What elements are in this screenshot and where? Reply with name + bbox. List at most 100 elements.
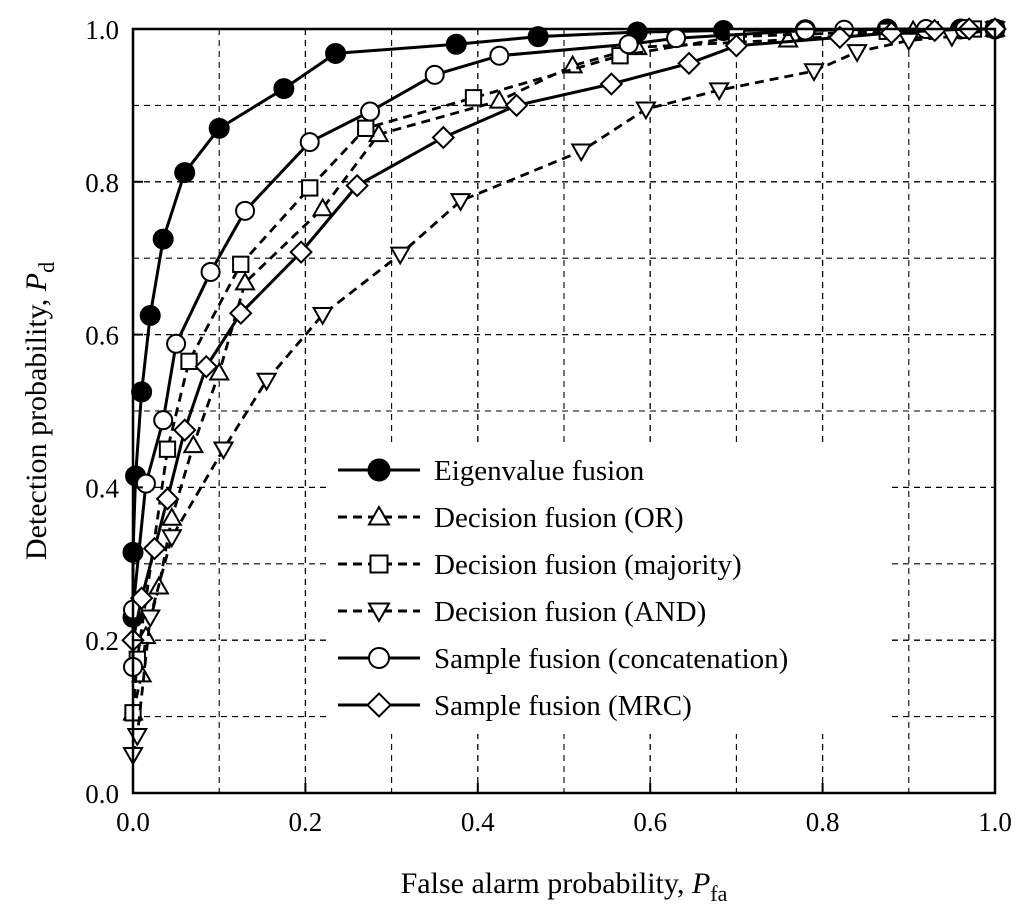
data-point <box>724 34 749 58</box>
series-line <box>131 27 996 714</box>
data-point <box>235 200 256 221</box>
data-point <box>449 193 472 212</box>
data-point <box>194 354 219 379</box>
legend-item: Sample fusion (concatenation) <box>338 643 788 675</box>
legend-label: Decision fusion (OR) <box>434 502 684 534</box>
data-point <box>153 410 174 431</box>
data-point <box>570 143 592 163</box>
legend: Eigenvalue fusion Decision fusion (OR) Dec… <box>338 455 788 722</box>
data-point <box>174 162 196 184</box>
data-point <box>129 586 154 610</box>
grid <box>133 29 995 793</box>
data-point <box>828 25 852 50</box>
data-point <box>289 240 313 264</box>
legend-item: Sample fusion (MRC) <box>338 690 692 722</box>
data-point <box>152 228 174 250</box>
legend-label: Sample fusion (concatenation) <box>434 643 788 675</box>
legend-marker <box>369 554 389 574</box>
legend-marker <box>367 458 391 482</box>
data-point <box>599 72 624 96</box>
data-point <box>389 246 411 266</box>
data-point <box>135 473 156 494</box>
data-point <box>273 78 295 100</box>
series-line <box>131 27 996 756</box>
data-point <box>424 64 445 85</box>
data-point <box>708 82 730 102</box>
x-axis-title: False alarm probability, Pfa <box>401 867 728 906</box>
data-point <box>180 352 198 370</box>
data-point <box>527 26 549 48</box>
data-point <box>139 609 161 629</box>
y-tick-label: 0.0 <box>85 779 119 809</box>
x-tick-label: 0.8 <box>806 807 840 837</box>
data-point <box>922 18 947 43</box>
data-point <box>255 372 278 392</box>
data-point <box>311 306 334 326</box>
legend-label: Sample fusion (MRC) <box>434 690 692 722</box>
series-5 <box>121 17 1007 652</box>
data-point <box>131 381 153 403</box>
data-point <box>208 361 230 381</box>
legend-background <box>330 442 890 734</box>
data-point <box>299 132 320 153</box>
data-point <box>666 28 687 49</box>
data-point <box>166 333 187 354</box>
data-point <box>301 179 319 197</box>
x-tick-label: 0.2 <box>289 807 323 837</box>
legend-item: Decision fusion (majority) <box>338 549 742 581</box>
data-point <box>504 93 529 118</box>
legend-label: Eigenvalue fusion <box>434 455 645 487</box>
data-point <box>488 89 511 109</box>
data-point <box>158 440 177 458</box>
data-point <box>846 44 868 63</box>
legend-marker <box>368 647 390 669</box>
data-point <box>445 33 467 55</box>
x-tick-label: 0.4 <box>461 807 495 837</box>
y-tick-label: 0.2 <box>85 626 119 656</box>
data-point <box>212 441 235 461</box>
data-point <box>161 529 183 549</box>
legend-marker <box>367 504 391 526</box>
data-point <box>182 434 205 454</box>
data-point <box>325 42 347 64</box>
x-tick-label: 0.0 <box>116 807 150 837</box>
data-point <box>232 255 250 273</box>
data-point <box>126 727 149 747</box>
data-point <box>357 119 375 137</box>
data-point <box>311 197 334 217</box>
x-tick-label: 1.0 <box>978 807 1012 837</box>
data-point <box>155 487 180 511</box>
legend-label: Decision fusion (AND) <box>434 596 706 628</box>
data-point <box>161 506 183 526</box>
data-point <box>228 301 253 325</box>
y-tick-label: 0.4 <box>85 473 119 503</box>
legend-label: Decision fusion (majority) <box>434 549 742 581</box>
data-point <box>234 271 256 291</box>
legend-item: Decision fusion (AND) <box>338 596 706 628</box>
data-point <box>142 536 167 561</box>
data-point <box>345 173 369 198</box>
data-point <box>677 51 701 76</box>
data-point <box>200 261 221 282</box>
plot-frame <box>131 27 997 795</box>
data-point <box>898 32 920 52</box>
legend-item: Eigenvalue fusion <box>338 455 645 487</box>
data-point <box>489 45 510 66</box>
y-tick-label: 0.6 <box>85 321 119 351</box>
x-tick-label: 0.6 <box>633 807 667 837</box>
data-point <box>795 20 816 41</box>
y-tick-label: 1.0 <box>85 15 119 45</box>
data-point <box>803 63 825 83</box>
legend-marker <box>366 692 392 718</box>
data-point <box>618 34 639 55</box>
data-point <box>431 125 456 150</box>
legend-item: Decision fusion (OR) <box>338 502 684 534</box>
legend-marker <box>367 602 391 624</box>
data-point <box>635 101 657 121</box>
y-axis-title: Detection probability, Pd <box>20 262 59 560</box>
data-point <box>139 305 161 326</box>
data-point <box>464 89 483 107</box>
axis-ticks: 0.0 0.2 0.4 0.6 0.8 1.0 0.0 0.2 0.4 0.6 0.8 1.0 <box>85 15 1012 837</box>
data-point <box>208 117 230 139</box>
